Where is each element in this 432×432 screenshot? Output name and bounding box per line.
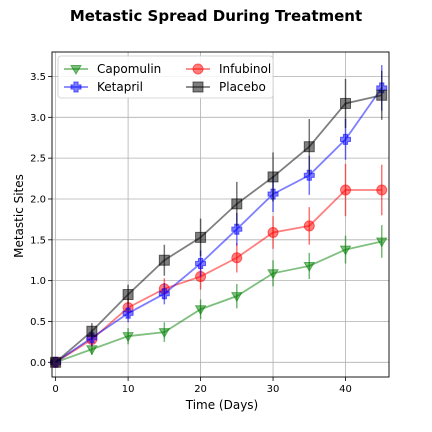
- y-tick-label: 0.5: [30, 317, 46, 328]
- legend-marker: [70, 81, 82, 93]
- x-tick-label: 40: [339, 384, 352, 395]
- x-tick-label: 30: [267, 384, 280, 395]
- data-point: [122, 289, 134, 301]
- legend-label: Placebo: [219, 80, 266, 94]
- data-point: [303, 261, 316, 272]
- data-point: [195, 257, 207, 269]
- legend-marker: [192, 63, 204, 75]
- y-tick-label: 3.0: [30, 113, 46, 124]
- data-point: [231, 223, 243, 235]
- data-point: [86, 325, 98, 337]
- plot-area: [52, 52, 389, 377]
- plot-frame: [51, 51, 390, 378]
- plot-border: [51, 51, 390, 378]
- data-point: [376, 184, 388, 196]
- series-line-infubinol: [55, 189, 382, 364]
- data-point: [195, 231, 207, 243]
- legend-item-infubinol: Infubinol: [186, 62, 271, 76]
- data-point: [303, 220, 315, 232]
- data-point: [303, 141, 315, 153]
- plot-background: [52, 52, 389, 377]
- x-axis-label: Time (Days): [185, 398, 259, 412]
- series-line-capomulin: [55, 240, 382, 364]
- data-point: [231, 252, 243, 264]
- data-point: [231, 198, 243, 210]
- data-point: [122, 332, 134, 343]
- y-tick-label: 3.5: [30, 72, 46, 83]
- x-tick-label: 20: [194, 384, 207, 395]
- data-point: [122, 307, 134, 319]
- data-point: [340, 184, 352, 196]
- x-tick-label: 10: [122, 384, 135, 395]
- y-axis-label: Metastic Sites: [12, 174, 26, 258]
- data-point: [340, 97, 352, 109]
- series-line-ketapril: [55, 87, 383, 364]
- data-point: [267, 171, 279, 183]
- y-tick-label: 1.0: [30, 276, 46, 287]
- data-point: [267, 226, 279, 238]
- data-point: [376, 89, 388, 101]
- data-point: [267, 269, 279, 280]
- legend-item-ketapril: Ketapril: [64, 80, 143, 94]
- series-placebo: [50, 70, 388, 368]
- y-tick-label: 2.5: [30, 154, 46, 165]
- series-layer: [49, 65, 388, 369]
- data-point: [340, 133, 352, 145]
- legend-marker: [192, 81, 204, 93]
- legend-item-capomulin: Capomulin: [64, 62, 161, 76]
- data-point: [230, 292, 243, 303]
- data-point: [375, 237, 388, 248]
- data-point: [339, 245, 352, 256]
- data-point: [303, 169, 315, 181]
- y-tick-label: 0.0: [30, 358, 46, 369]
- data-point: [194, 305, 207, 316]
- data-point: [158, 288, 170, 300]
- legend-item-placebo: Placebo: [186, 80, 266, 94]
- series-line-placebo: [55, 94, 382, 363]
- data-point: [158, 254, 170, 266]
- legend-marker: [70, 65, 82, 75]
- chart-title: Metastic Spread During Treatment: [70, 7, 362, 25]
- legend: Capomulin Infubinol Ketapril Placebo: [57, 55, 274, 99]
- axis-ticks: 0 10 20 30 40 0.0 0.5 1.0 1.5 2.0 2.5 3.0 3.5: [30, 72, 352, 395]
- y-tick-label: 1.5: [30, 235, 46, 246]
- legend-box: [57, 55, 274, 99]
- legend-label: Infubinol: [219, 62, 271, 76]
- x-tick-label: 0: [52, 384, 58, 395]
- y-tick-label: 2.0: [30, 194, 46, 205]
- legend-label: Capomulin: [97, 62, 161, 76]
- data-point: [158, 328, 171, 339]
- legend-label: Ketapril: [97, 80, 143, 94]
